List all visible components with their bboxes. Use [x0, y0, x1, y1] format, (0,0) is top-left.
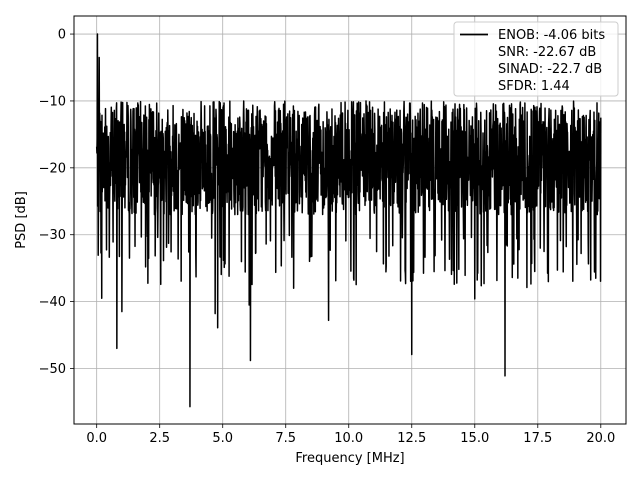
x-tick-label: 7.5 — [275, 431, 296, 446]
legend-entry: SFDR: 1.44 — [498, 79, 570, 94]
x-axis-label: Frequency [MHz] — [295, 451, 404, 466]
y-tick-label: −50 — [39, 362, 66, 377]
y-tick-label: 0 — [58, 28, 66, 43]
y-tick-label: −30 — [39, 228, 66, 243]
legend-box — [453, 21, 619, 97]
psd-series-line — [95, 33, 602, 408]
x-tick-label: 17.5 — [523, 431, 552, 446]
legend-entry: ENOB: -4.06 bits — [498, 28, 605, 43]
series-layer — [95, 33, 602, 408]
plot-frame — [73, 15, 627, 425]
legend-entry: SINAD: -22.7 dB — [498, 62, 602, 77]
x-tick-label: 15.0 — [460, 431, 489, 446]
x-tick-label: 12.5 — [397, 431, 426, 446]
y-tick-label: −20 — [39, 161, 66, 176]
x-tick-label: 5.0 — [212, 431, 233, 446]
x-tick-label: 10.0 — [334, 431, 363, 446]
ticks: 0.0 2.5 5.0 7.5 10.0 12.5 15.0 17.5 20.0 0 −10 −20 −… — [39, 28, 616, 446]
y-axis-label: PSD [dB] — [14, 191, 29, 249]
x-tick-label: 20.0 — [586, 431, 615, 446]
x-tick-label: 2.5 — [149, 431, 170, 446]
y-tick-label: −10 — [39, 94, 66, 109]
legend: ENOB: -4.06 bits SNR: -22.67 dB SINAD: -22… — [453, 21, 619, 97]
x-tick-label: 0.0 — [86, 431, 107, 446]
legend-entry: SNR: -22.67 dB — [498, 45, 596, 60]
y-tick-label: −40 — [39, 295, 66, 310]
